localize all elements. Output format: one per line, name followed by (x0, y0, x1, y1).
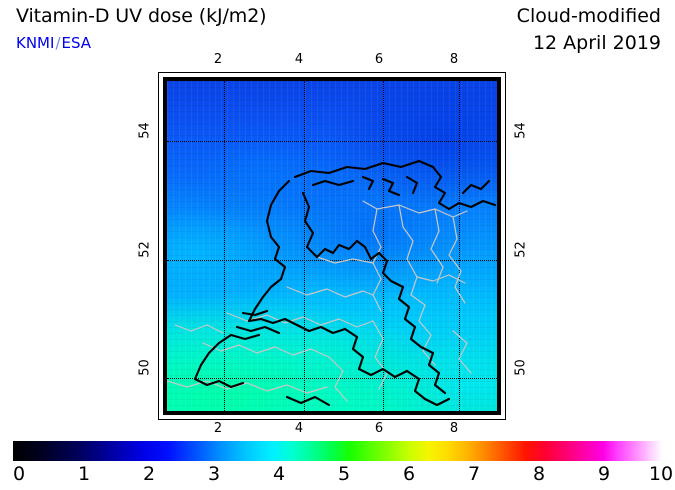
longitude-axis-top: 2 4 6 8 (158, 52, 506, 70)
date-label: 12 April 2019 (532, 32, 661, 54)
lat-tick-right-52: 52 (513, 241, 529, 258)
map-raster-canvas (167, 81, 497, 411)
organisation-credit: KNMI/ESA (16, 34, 91, 52)
knmi-label: KNMI (16, 34, 55, 52)
header: Vitamin-D UV dose (kJ/m2) KNMI/ESA Cloud… (0, 0, 675, 60)
gridline-lon-4 (304, 81, 305, 411)
colorbar-tick-10: 10 (648, 463, 674, 485)
latitude-axis-left: 54 52 50 (132, 72, 158, 420)
lat-tick-left-50: 50 (137, 359, 153, 376)
gridline-lat-54 (167, 141, 497, 142)
lon-tick-bottom-6: 6 (374, 421, 384, 436)
colorbar-tick-2: 2 (142, 463, 156, 485)
map-outer-border (158, 72, 506, 420)
uv-dose-map[interactable] (158, 72, 506, 420)
lon-tick-bottom-8: 8 (449, 421, 459, 436)
colorbar-tick-4: 4 (272, 463, 286, 485)
lon-tick-top-4: 4 (294, 52, 304, 67)
lon-tick-bottom-4: 4 (294, 421, 304, 436)
gridline-lon-6 (383, 81, 384, 411)
lat-tick-left-52: 52 (137, 241, 153, 258)
colorbar-tick-labels: 0 1 2 3 4 5 6 7 8 9 10 (13, 463, 673, 488)
page-title: Vitamin-D UV dose (kJ/m2) (16, 5, 267, 27)
uv-dose-field (167, 81, 497, 411)
lon-tick-top-6: 6 (374, 52, 384, 67)
esa-label: ESA (61, 34, 92, 52)
colorbar-tick-7: 7 (467, 463, 481, 485)
gridline-lon-2 (224, 81, 225, 411)
colorbar-tick-1: 1 (77, 463, 91, 485)
colorbar-tick-3: 3 (207, 463, 221, 485)
colorbar[interactable]: 0 1 2 3 4 5 6 7 8 9 10 (13, 441, 673, 488)
administrative-borders-layer (167, 200, 472, 402)
lat-tick-right-50: 50 (513, 359, 529, 376)
lat-tick-left-54: 54 (137, 122, 153, 139)
latitude-axis-right: 54 52 50 (508, 72, 534, 420)
lon-tick-top-8: 8 (449, 52, 459, 67)
colorbar-tick-9: 9 (597, 463, 611, 485)
colorbar-tick-5: 5 (337, 463, 351, 485)
product-mode-label: Cloud-modified (516, 5, 661, 27)
map-inner-border (163, 77, 501, 415)
colorbar-tick-6: 6 (402, 463, 416, 485)
lon-tick-top-2: 2 (213, 52, 223, 67)
colorbar-gradient (13, 441, 662, 461)
graticule-gridlines (167, 81, 497, 411)
map-vector-overlay (167, 81, 497, 411)
credit-separator: / (55, 34, 61, 52)
raster-pixel-texture (167, 81, 497, 411)
gridline-lon-8 (459, 81, 460, 411)
colorbar-tick-0: 0 (12, 463, 26, 485)
lat-tick-right-54: 54 (513, 122, 529, 139)
coastline-and-national-borders-layer (193, 159, 497, 407)
longitude-axis-bottom: 2 4 6 8 (158, 421, 506, 439)
gridline-lat-52 (167, 260, 497, 261)
gridline-lat-50 (167, 378, 497, 379)
colorbar-tick-8: 8 (532, 463, 546, 485)
lon-tick-bottom-2: 2 (213, 421, 223, 436)
